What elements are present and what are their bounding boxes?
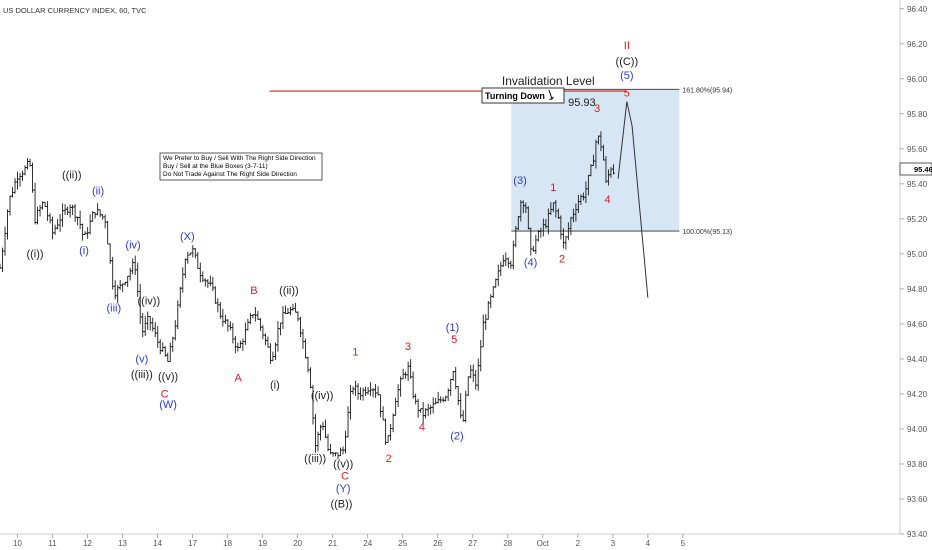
- price-tick-label: 95.20: [907, 215, 928, 224]
- wave-label: (v): [135, 353, 148, 365]
- time-tick-label: 12: [83, 539, 92, 548]
- wave-label: (1): [446, 322, 459, 334]
- wave-label: 3: [594, 103, 600, 115]
- time-tick-label: 4: [646, 539, 651, 548]
- wave-label: 2: [559, 254, 565, 266]
- wave-label: 5: [451, 334, 457, 346]
- wave-label: C: [161, 388, 169, 400]
- blue-box-zone: [511, 89, 680, 232]
- time-tick-label: 2: [576, 539, 581, 548]
- wave-label: ((C)): [616, 56, 639, 68]
- wave-label: II: [624, 40, 630, 52]
- price-tick-label: 95.80: [907, 110, 928, 119]
- price-tick-label: 96.00: [907, 75, 928, 84]
- price-tick-label: 96.20: [907, 40, 928, 49]
- wave-label: ((i)): [26, 248, 43, 260]
- wave-label: 4: [605, 194, 611, 206]
- wave-label: C: [341, 471, 349, 483]
- wave-label: (5): [620, 70, 633, 82]
- price-tick-label: 93.40: [907, 530, 928, 539]
- time-tick-label: 25: [398, 539, 407, 548]
- turning-down-callout: Turning Down: [481, 87, 565, 104]
- wave-label: ((ii)): [62, 170, 82, 182]
- wave-label: (i): [270, 380, 280, 392]
- wave-label: (X): [180, 231, 195, 243]
- time-tick-label: 10: [13, 539, 22, 548]
- wave-label: ((iii)): [304, 453, 326, 465]
- time-tick-label: 3: [611, 539, 616, 548]
- time-tick-label: 20: [293, 539, 302, 548]
- wave-label: ((iv)): [311, 390, 334, 402]
- turning-down-label: Turning Down: [485, 91, 545, 101]
- last-price-badge-box: [899, 162, 932, 176]
- wave-label: A: [234, 373, 242, 385]
- time-tick-label: 27: [468, 539, 477, 548]
- wave-label: (Y): [336, 483, 351, 495]
- notes-box: [159, 152, 323, 181]
- wave-label: (3): [513, 175, 526, 187]
- invalidation-label: Invalidation Level: [502, 74, 595, 88]
- wave-label: (iv): [125, 240, 140, 252]
- wave-label: ((v)): [333, 458, 353, 470]
- wave-label: ((iii)): [131, 369, 153, 381]
- wave-label: 2: [386, 453, 392, 465]
- price-tick-label: 95.40: [907, 180, 928, 189]
- last-price-label: 95.46: [914, 165, 932, 174]
- wave-label: (W): [159, 399, 177, 411]
- note-line-2: Buy / Sell at the Blue Boxes (3-7-11): [163, 163, 268, 170]
- wave-label: ((ii)): [279, 285, 299, 297]
- price-tick-label: 94.00: [907, 425, 928, 434]
- turning-down-box: [481, 87, 565, 104]
- wave-label: ((iv)): [138, 296, 161, 308]
- time-tick-label: 19: [258, 539, 267, 548]
- price-tick-label: 94.40: [907, 355, 928, 364]
- time-tick-label: 18: [223, 539, 232, 548]
- time-tick-label: 24: [363, 539, 372, 548]
- time-tick-label: 28: [503, 539, 512, 548]
- fib-level-label: 161.80%(95.94): [682, 87, 732, 94]
- time-tick-label: 11: [48, 539, 57, 548]
- price-tick-label: 93.60: [907, 495, 928, 504]
- invalidation-value: 95.93: [568, 97, 596, 109]
- time-tick-label: 26: [433, 539, 442, 548]
- wave-label: (ii): [92, 185, 104, 197]
- note-line-1: We Prefer to Buy / Sell With The Right S…: [163, 155, 316, 162]
- wave-label: (4): [524, 257, 537, 269]
- wave-label: 1: [352, 346, 358, 358]
- time-tick-label: 21: [328, 539, 337, 548]
- time-tick-label: 13: [118, 539, 127, 548]
- wave-label: 1: [550, 182, 556, 194]
- wave-label: ((v)): [158, 371, 178, 383]
- wave-label: B: [250, 285, 257, 297]
- projection-path: [617, 101, 649, 298]
- price-tick-label: 94.80: [907, 285, 928, 294]
- turning-down-arrow-icon: [548, 89, 554, 100]
- time-tick-label: 17: [188, 539, 197, 548]
- time-tick-label: 14: [153, 539, 162, 548]
- fib-level-label: 100.00%(95.13): [682, 229, 732, 236]
- wave-label: ((B)): [330, 499, 352, 511]
- price-tick-label: 95.00: [907, 250, 928, 259]
- price-tick-label: 93.80: [907, 460, 928, 469]
- wave-label: 4: [419, 422, 425, 434]
- last-price-badge: 95.46: [899, 162, 932, 176]
- wave-label: (2): [450, 430, 463, 442]
- price-tick-label: 96.40: [907, 5, 928, 14]
- wave-label: 5: [624, 87, 630, 99]
- symbol-title: US DOLLAR CURRENCY INDEX, 60, TVC: [3, 6, 147, 15]
- time-tick-label: Oct: [537, 539, 550, 548]
- price-tick-label: 95.60: [907, 145, 928, 154]
- wave-label: 3: [405, 341, 411, 353]
- strategy-notes: We Prefer to Buy / Sell With The Right S…: [159, 152, 323, 181]
- wave-label: (iii): [106, 303, 121, 315]
- note-line-3: Do Not Trade Against The Right Side Dire…: [163, 171, 297, 178]
- wave-label: (i): [79, 245, 89, 257]
- price-tick-label: 94.20: [907, 390, 928, 399]
- price-tick-label: 94.60: [907, 320, 928, 329]
- time-tick-label: 5: [681, 539, 686, 548]
